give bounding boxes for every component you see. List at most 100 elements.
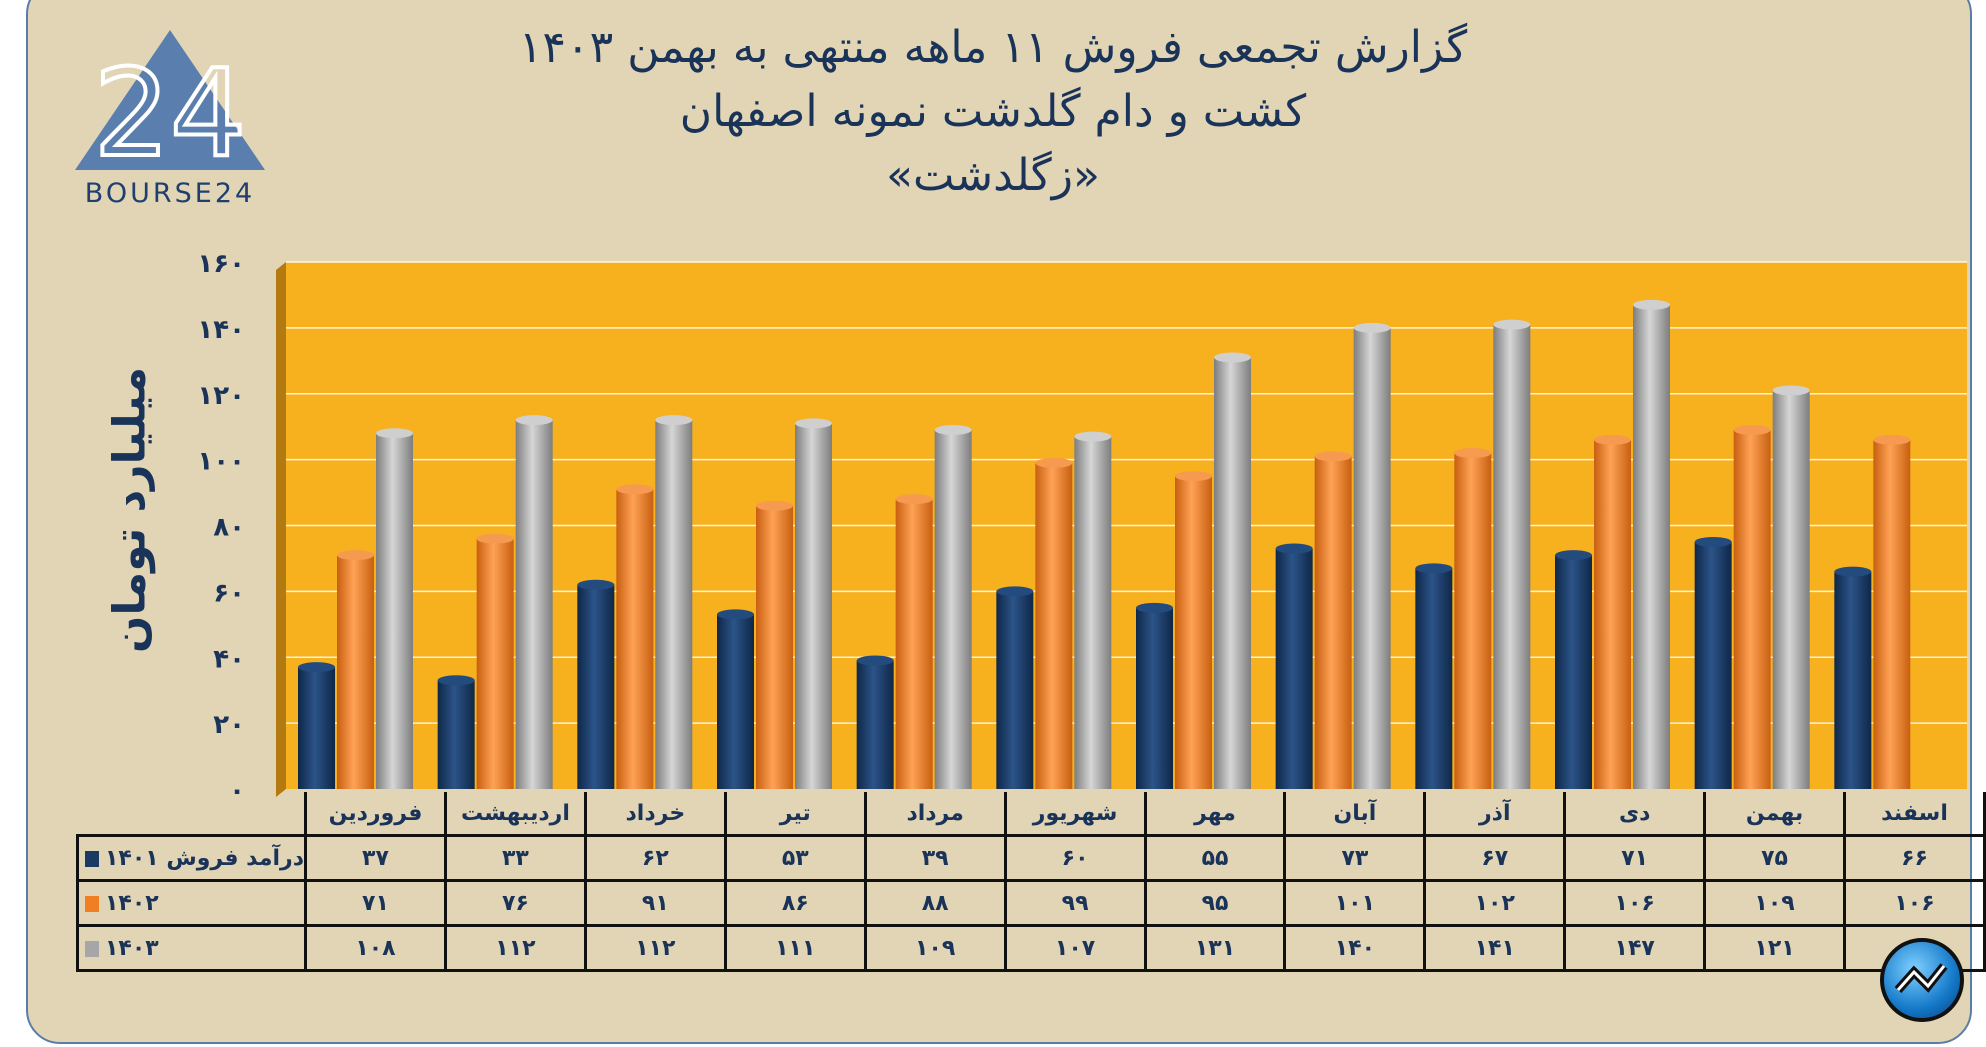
bar-top: [895, 494, 933, 505]
bar-top: [376, 428, 413, 439]
bar-top: [756, 500, 793, 511]
bar-top: [1633, 299, 1670, 310]
bar-1401: [437, 680, 475, 789]
table-cell: ۶۲: [583, 834, 727, 882]
table-cell: ۷۶: [443, 879, 587, 927]
table-cell: ۱۴۰: [1283, 924, 1427, 972]
legend-1401: درآمد فروش ۱۴۰۱: [76, 834, 307, 882]
legend-label: ۱۴۰۲: [105, 890, 159, 916]
trend-chart-icon: [1880, 938, 1964, 1022]
table-cell: ۳۷: [304, 834, 447, 882]
y-tick-label: ۱۲۰: [197, 381, 245, 411]
bar-top: [1214, 352, 1251, 363]
bar-top: [1415, 563, 1453, 574]
y-tick-label: ۱۴۰: [197, 315, 245, 345]
bar-top: [1873, 434, 1911, 445]
table-cell: ۷۱: [304, 879, 447, 927]
bar-top: [577, 579, 615, 590]
bar-top: [515, 415, 553, 426]
bar-top: [616, 484, 654, 495]
table-cell: ۵۳: [723, 834, 867, 882]
bar-1401: [1415, 568, 1453, 789]
table-cell: ۷۵: [1703, 834, 1847, 882]
table-cell: ۱۰۱: [1283, 879, 1427, 927]
bar-1402: [1733, 429, 1771, 789]
bar-1402: [756, 505, 793, 789]
bar-1403: [1353, 327, 1391, 789]
table-cell: ۱۲۱: [1703, 924, 1847, 972]
bar-top: [1694, 536, 1732, 547]
month-header: مهر: [1143, 792, 1287, 837]
bar-top: [1175, 471, 1212, 482]
bar-1402: [1594, 439, 1631, 789]
bar-1403: [1214, 357, 1251, 789]
table-cell: ۷۱: [1563, 834, 1707, 882]
bar-1403: [1633, 304, 1670, 789]
table-cell: ۱۰۲: [1423, 879, 1567, 927]
bar-1402: [1035, 462, 1073, 789]
table-cell: ۱۰۷: [1003, 924, 1147, 972]
month-header: دی: [1563, 792, 1707, 837]
bar-1401: [717, 614, 754, 789]
bar-top: [1772, 385, 1810, 396]
bar-1402: [1175, 476, 1212, 789]
bar-1401: [577, 584, 615, 789]
month-header: آذر: [1423, 792, 1567, 837]
bar-1402: [616, 489, 654, 789]
bar-top: [298, 662, 335, 673]
table-cell: ۶۶: [1843, 834, 1986, 882]
table-cell: ۱۰۸: [304, 924, 447, 972]
chart-title-line-3: «زگلدشت»: [886, 150, 1100, 201]
y-tick-label: ۱۰۰: [197, 447, 245, 477]
bar-top: [1454, 448, 1492, 459]
bar-1401: [298, 667, 335, 789]
bar-1403: [934, 429, 972, 789]
legend-label: ۱۴۰۳: [105, 935, 159, 961]
table-cell: ۳۹: [863, 834, 1007, 882]
table-corner: [77, 792, 307, 836]
legend-swatch: [85, 940, 99, 957]
bar-1403: [376, 433, 413, 789]
bar-top: [337, 550, 374, 561]
bar-top: [1035, 457, 1073, 468]
bar-1403: [1493, 324, 1531, 789]
table-cell: ۳۳: [443, 834, 587, 882]
bar-top: [1834, 566, 1872, 577]
table-cell: ۱۳۱: [1143, 924, 1287, 972]
bar-1401: [1136, 607, 1173, 789]
y-tick-label: ۶۰: [213, 578, 245, 608]
bar-1401: [856, 660, 894, 789]
bar-top: [1314, 451, 1352, 462]
bar-top: [476, 533, 514, 544]
table-cell: ۹۵: [1143, 879, 1287, 927]
bar-top: [934, 424, 972, 435]
bar-1401: [1694, 541, 1732, 789]
month-header: مرداد: [863, 792, 1007, 837]
table-cell: ۶۷: [1423, 834, 1567, 882]
bar-1401: [996, 591, 1034, 789]
chart-title-line-1: گزارش تجمعی فروش ۱۱ ماهه منتهی به بهمن ۱…: [518, 22, 1468, 73]
y-tick-label: ۸۰: [213, 513, 245, 543]
bar-1401: [1275, 548, 1313, 789]
bar-top: [655, 415, 693, 426]
bar-1402: [1873, 439, 1911, 789]
bar-top: [795, 418, 832, 429]
y-tick-label: ۱۶۰: [197, 249, 245, 279]
bar-1403: [1074, 436, 1112, 789]
month-header: اسفند: [1843, 792, 1986, 837]
table-cell: ۱۱۱: [723, 924, 867, 972]
bar-1403: [655, 420, 693, 789]
bar-top: [1136, 602, 1173, 613]
bar-1402: [895, 499, 933, 789]
bar-1403: [1772, 390, 1810, 789]
bar-top: [1493, 319, 1531, 330]
bar-top: [1555, 550, 1592, 561]
table-cell: ۱۴۱: [1423, 924, 1567, 972]
bar-top: [856, 655, 894, 666]
bar-1403: [515, 420, 553, 789]
table-cell: ۱۱۲: [443, 924, 587, 972]
y-axis-title: میلیارد تومان: [104, 366, 156, 654]
bar-top: [1353, 322, 1391, 333]
chart-title-line-2: کشت و دام گلدشت نمونه اصفهان: [679, 86, 1307, 137]
